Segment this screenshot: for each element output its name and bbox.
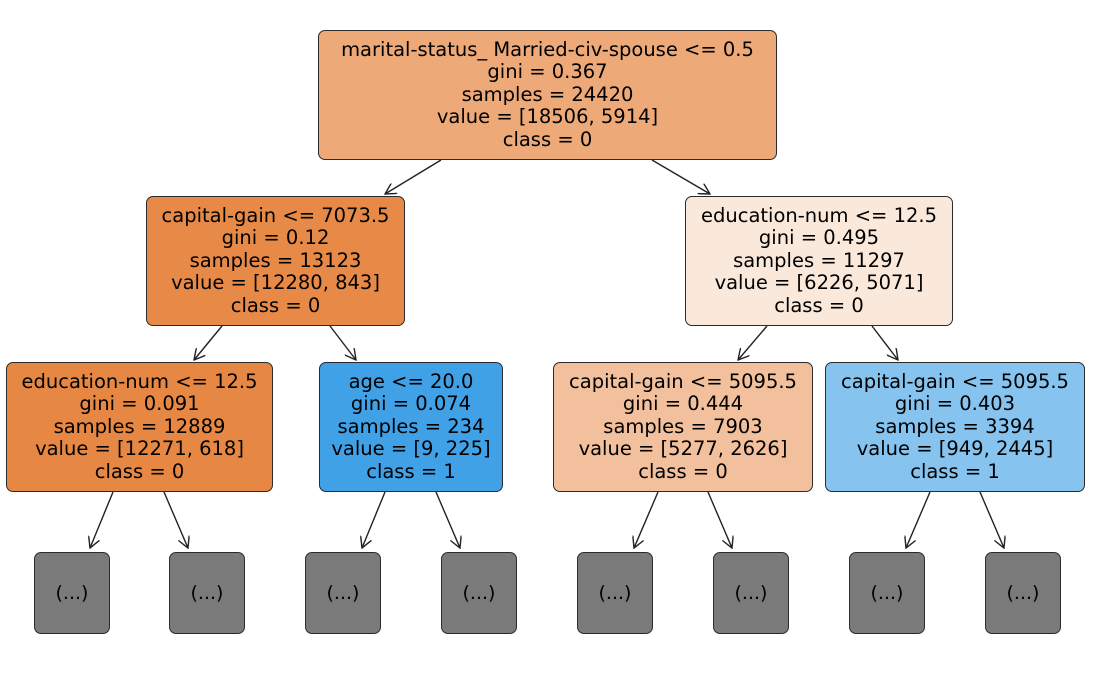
edge-rr-t1 bbox=[906, 491, 931, 548]
truncated-label-5: (...) bbox=[598, 581, 632, 604]
node-right-left: capital-gain <= 5095.5 gini = 0.444 samp… bbox=[553, 362, 813, 492]
node-right-left-line-1: capital-gain <= 5095.5 bbox=[569, 369, 797, 393]
edge-left-leftright bbox=[329, 325, 356, 360]
node-right-left-line-2: gini = 0.444 bbox=[622, 392, 744, 416]
truncated-label-4: (...) bbox=[462, 581, 496, 604]
truncated-label-6: (...) bbox=[734, 581, 768, 604]
node-right-right-line-4: value = [949, 2445] bbox=[856, 437, 1054, 461]
node-left-left: education-num <= 12.5 gini = 0.091 sampl… bbox=[6, 362, 273, 492]
node-right-right-line-1: capital-gain <= 5095.5 bbox=[841, 369, 1069, 393]
node-left-line-1: capital-gain <= 7073.5 bbox=[161, 203, 390, 227]
node-root: marital-status_ Married-civ-spouse <= 0.… bbox=[318, 30, 777, 160]
node-left-left-line-1: education-num <= 12.5 bbox=[21, 369, 258, 393]
node-right-right-line-3: samples = 3394 bbox=[875, 414, 1035, 438]
edge-rr-t2 bbox=[979, 491, 1004, 548]
edge-lr-t2 bbox=[435, 491, 460, 548]
node-right-line-5: class = 0 bbox=[774, 293, 864, 317]
truncated-label-1: (...) bbox=[55, 581, 89, 604]
edge-lr-t1 bbox=[362, 491, 386, 548]
node-left-left-line-3: samples = 12889 bbox=[53, 414, 226, 438]
edge-ll-t2 bbox=[163, 491, 188, 548]
node-right-left-line-3: samples = 7903 bbox=[603, 414, 763, 438]
node-left-right-line-5: class = 1 bbox=[366, 459, 456, 483]
node-right-right-line-5: class = 1 bbox=[910, 459, 1000, 483]
node-right-line-2: gini = 0.495 bbox=[758, 226, 880, 250]
node-left-left-line-2: gini = 0.091 bbox=[79, 392, 200, 416]
edge-left-leftleft bbox=[194, 325, 223, 360]
edge-ll-t1 bbox=[90, 491, 114, 548]
truncated-node-5: (...) bbox=[577, 552, 653, 634]
node-right: education-num <= 12.5 gini = 0.495 sampl… bbox=[685, 196, 953, 326]
node-left-right-line-4: value = [9, 225] bbox=[331, 437, 491, 461]
truncated-node-4: (...) bbox=[441, 552, 517, 634]
node-left-left-line-4: value = [12271, 618] bbox=[35, 437, 244, 461]
node-right-left-line-4: value = [5277, 2626] bbox=[578, 437, 788, 461]
node-root-line-3: samples = 24420 bbox=[461, 82, 634, 106]
node-left-line-2: gini = 0.12 bbox=[221, 226, 330, 250]
node-left: capital-gain <= 7073.5 gini = 0.12 sampl… bbox=[146, 196, 405, 326]
truncated-node-8: (...) bbox=[985, 552, 1061, 634]
truncated-node-1: (...) bbox=[34, 552, 110, 634]
edge-right-rightleft bbox=[738, 325, 768, 360]
node-right-line-1: education-num <= 12.5 bbox=[701, 203, 937, 227]
node-right-line-3: samples = 11297 bbox=[733, 248, 905, 272]
edge-right-rightright bbox=[871, 325, 898, 360]
edge-root-left bbox=[385, 159, 442, 194]
node-right-right: capital-gain <= 5095.5 gini = 0.403 samp… bbox=[825, 362, 1085, 492]
node-left-right-line-2: gini = 0.074 bbox=[350, 392, 472, 416]
node-root-line-5: class = 0 bbox=[502, 127, 593, 151]
truncated-label-7: (...) bbox=[870, 581, 904, 604]
edge-rl-t1 bbox=[634, 491, 659, 548]
node-root-line-1: marital-status_ Married-civ-spouse <= 0.… bbox=[341, 37, 754, 61]
node-right-line-4: value = [6226, 5071] bbox=[714, 271, 924, 295]
node-left-line-3: samples = 13123 bbox=[189, 248, 362, 272]
node-root-line-4: value = [18506, 5914] bbox=[436, 105, 659, 129]
node-root-line-2: gini = 0.367 bbox=[487, 60, 608, 84]
truncated-node-3: (...) bbox=[305, 552, 381, 634]
node-left-line-5: class = 0 bbox=[230, 293, 321, 317]
truncated-node-2: (...) bbox=[169, 552, 245, 634]
truncated-label-3: (...) bbox=[326, 581, 360, 604]
truncated-node-6: (...) bbox=[713, 552, 789, 634]
node-left-right-line-1: age <= 20.0 bbox=[348, 369, 474, 393]
truncated-label-2: (...) bbox=[190, 581, 224, 604]
truncated-label-8: (...) bbox=[1006, 581, 1040, 604]
node-left-right: age <= 20.0 gini = 0.074 samples = 234 v… bbox=[319, 362, 503, 492]
node-left-right-line-3: samples = 234 bbox=[337, 414, 485, 438]
node-left-left-line-5: class = 0 bbox=[94, 459, 185, 483]
node-right-left-line-5: class = 0 bbox=[638, 459, 728, 483]
truncated-node-7: (...) bbox=[849, 552, 925, 634]
edge-rl-t2 bbox=[707, 491, 732, 548]
edge-root-right bbox=[651, 159, 710, 194]
node-right-right-line-2: gini = 0.403 bbox=[894, 392, 1016, 416]
node-left-line-4: value = [12280, 843] bbox=[171, 271, 380, 295]
